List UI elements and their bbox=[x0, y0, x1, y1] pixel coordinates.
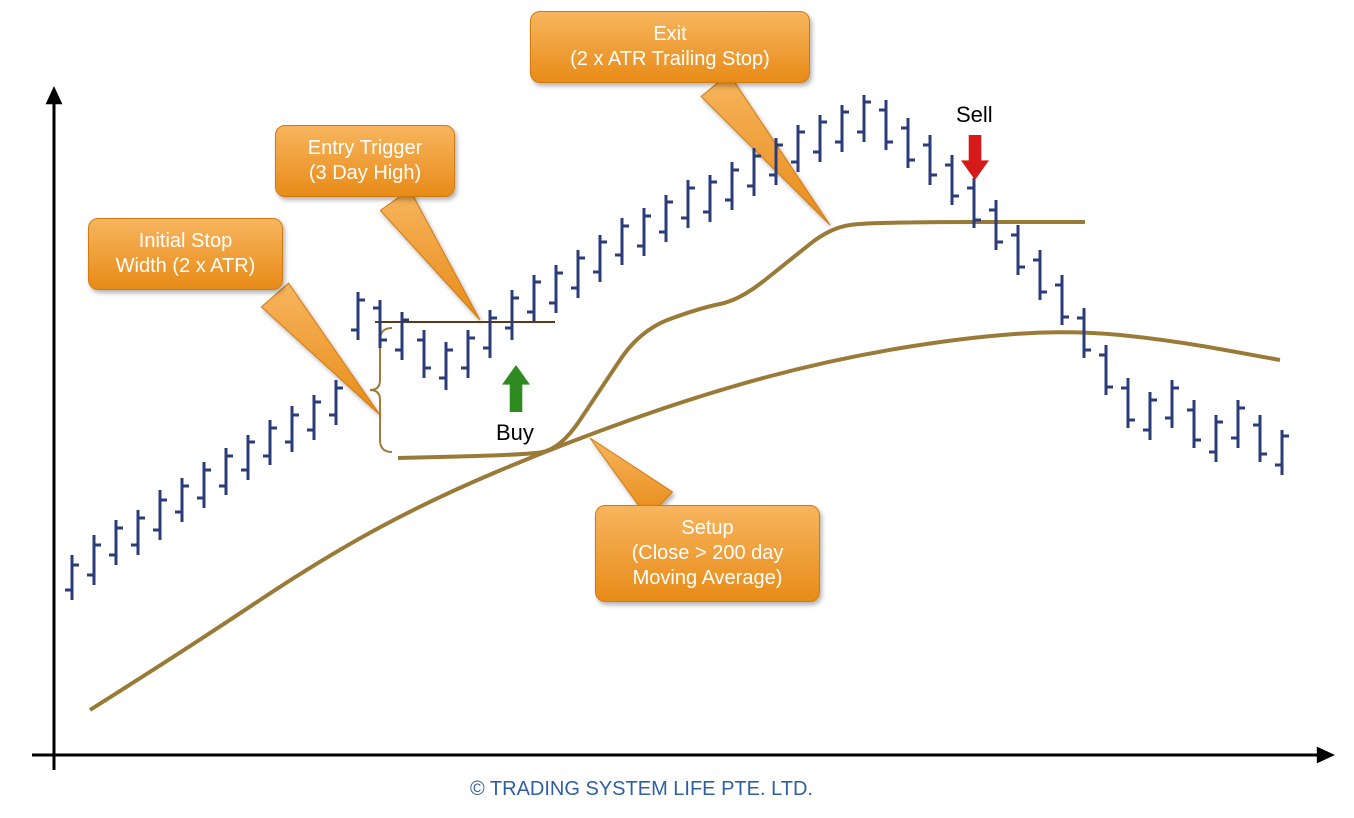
copyright-text: © TRADING SYSTEM LIFE PTE. LTD. bbox=[470, 778, 813, 801]
sell-label: Sell bbox=[956, 102, 993, 128]
callout-entry-trigger: Entry Trigger(3 Day High) bbox=[275, 125, 455, 197]
callout-initial-stop: Initial StopWidth (2 x ATR) bbox=[88, 218, 283, 290]
buy-label: Buy bbox=[496, 420, 534, 446]
callout-setup: Setup(Close > 200 dayMoving Average) bbox=[595, 505, 820, 602]
chart-svg bbox=[0, 0, 1354, 818]
chart-container: Initial StopWidth (2 x ATR) Entry Trigge… bbox=[0, 0, 1354, 818]
sell-arrow-icon bbox=[961, 135, 989, 180]
buy-arrow-icon bbox=[502, 365, 530, 412]
callout-exit: Exit(2 x ATR Trailing Stop) bbox=[530, 11, 810, 83]
